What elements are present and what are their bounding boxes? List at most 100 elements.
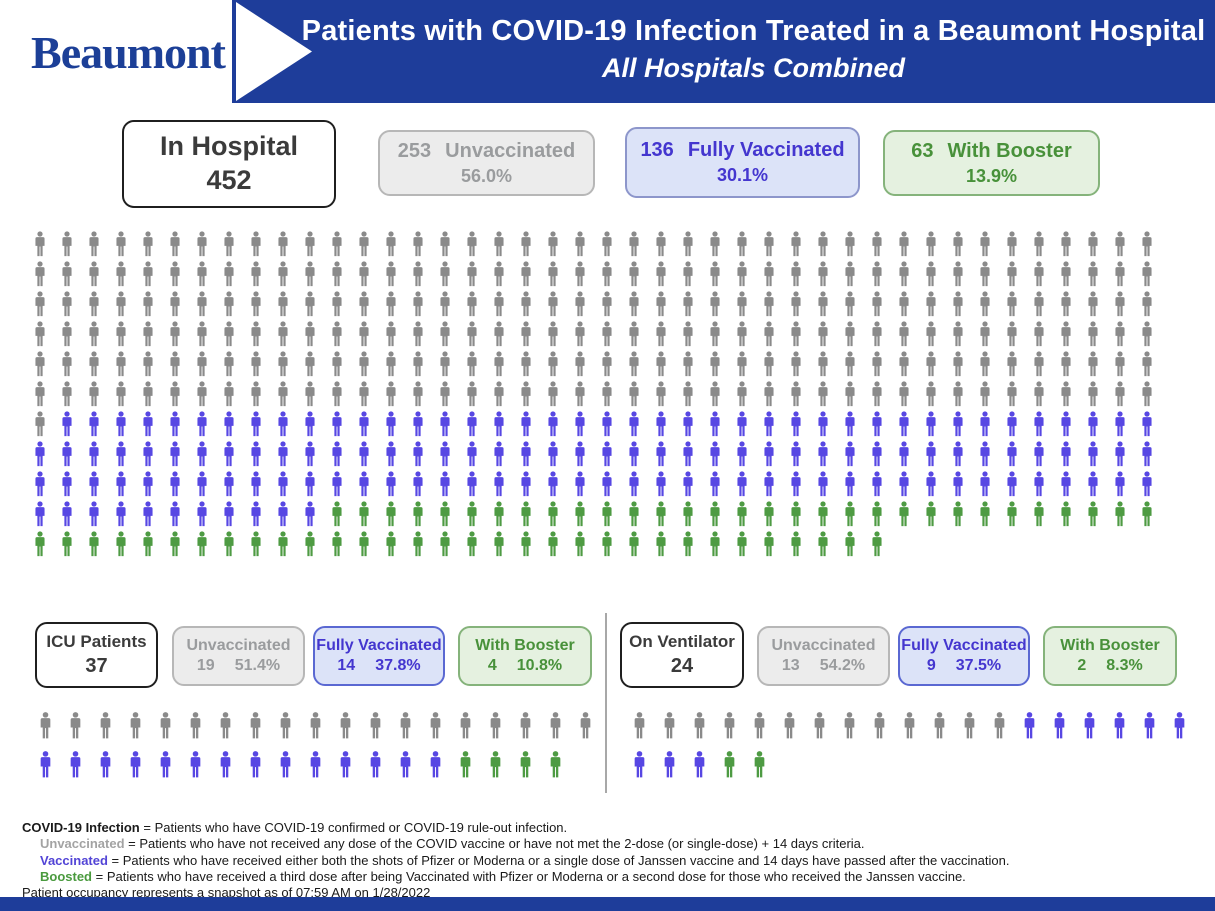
person-icon	[735, 381, 762, 411]
person-icon	[338, 751, 368, 790]
person-icon	[627, 381, 654, 411]
ventilator-with-booster-pct: 8.3%	[1106, 657, 1143, 674]
person-icon	[438, 441, 465, 471]
person-icon	[681, 291, 708, 321]
person-icon	[1005, 291, 1032, 321]
footnote-term: Boosted	[40, 868, 92, 884]
person-icon	[735, 441, 762, 471]
person-icon	[548, 751, 578, 790]
person-icon	[924, 351, 951, 381]
person-icon	[1086, 441, 1113, 471]
person-icon	[141, 531, 168, 561]
person-icon	[843, 291, 870, 321]
person-icon	[492, 441, 519, 471]
person-icon	[60, 501, 87, 531]
person-icon	[546, 411, 573, 441]
person-icon	[1140, 321, 1167, 351]
ventilator-fully-vaccinated-box: Fully Vaccinated 9 37.5%	[898, 626, 1030, 686]
person-icon	[816, 351, 843, 381]
person-icon	[1005, 411, 1032, 441]
person-icon	[573, 441, 600, 471]
person-icon	[87, 231, 114, 261]
person-icon	[870, 471, 897, 501]
fully-vaccinated-count: 136	[640, 139, 674, 161]
person-icon	[870, 291, 897, 321]
person-icon	[438, 381, 465, 411]
person-icon	[1113, 471, 1140, 501]
icu-with-booster-box: With Booster 4 10.8%	[458, 626, 592, 686]
person-icon	[654, 441, 681, 471]
person-icon	[114, 441, 141, 471]
person-icon	[978, 291, 1005, 321]
person-icon	[924, 501, 951, 531]
person-icon	[1086, 321, 1113, 351]
person-icon	[87, 501, 114, 531]
person-icon	[762, 531, 789, 561]
person-icon	[1032, 231, 1059, 261]
footnote-unvaccinated: Unvaccinated = Patients who have not rec…	[22, 836, 1205, 852]
person-icon	[654, 231, 681, 261]
person-icon	[573, 501, 600, 531]
person-icon	[600, 501, 627, 531]
person-icon	[812, 712, 842, 751]
person-icon	[330, 231, 357, 261]
person-icon	[519, 471, 546, 501]
person-icon	[1113, 261, 1140, 291]
person-icon	[546, 351, 573, 381]
person-icon	[654, 351, 681, 381]
person-icon	[411, 321, 438, 351]
person-icon	[872, 712, 902, 751]
person-icon	[573, 531, 600, 561]
person-icon	[87, 261, 114, 291]
person-icon	[518, 712, 548, 751]
beaumont-logo: Beaumont	[31, 27, 226, 78]
person-icon	[168, 261, 195, 291]
person-icon	[518, 751, 548, 790]
person-icon	[276, 321, 303, 351]
person-icon	[357, 351, 384, 381]
person-icon	[573, 261, 600, 291]
icu-with-booster-label: With Booster	[475, 637, 575, 654]
person-icon	[1052, 712, 1082, 751]
person-icon	[368, 712, 398, 751]
ventilator-with-booster-box: With Booster 2 8.3%	[1043, 626, 1177, 686]
person-icon	[924, 381, 951, 411]
person-icon	[249, 411, 276, 441]
person-icon	[627, 291, 654, 321]
person-icon	[789, 231, 816, 261]
ventilator-unvaccinated-pct: 54.2%	[819, 657, 866, 674]
ventilator-fully-vaccinated-label: Fully Vaccinated	[901, 637, 1027, 654]
person-icon	[60, 351, 87, 381]
person-icon	[735, 501, 762, 531]
person-icon	[951, 291, 978, 321]
page-title: Patients with COVID-19 Infection Treated…	[301, 15, 1206, 47]
person-icon	[33, 381, 60, 411]
person-icon	[303, 501, 330, 531]
person-icon	[627, 351, 654, 381]
person-icon	[168, 531, 195, 561]
person-icon	[546, 291, 573, 321]
person-icon	[276, 261, 303, 291]
person-icon	[222, 411, 249, 441]
person-icon	[249, 321, 276, 351]
person-icon	[735, 261, 762, 291]
footnote-text: = Patients who have COVID-19 confirmed o…	[139, 820, 568, 835]
person-icon	[600, 291, 627, 321]
person-icon	[218, 712, 248, 751]
person-icon	[357, 231, 384, 261]
person-icon	[897, 291, 924, 321]
person-icon	[546, 531, 573, 561]
person-icon	[114, 261, 141, 291]
person-icon	[338, 712, 368, 751]
person-icon	[708, 321, 735, 351]
person-icon	[249, 351, 276, 381]
person-icon	[398, 712, 428, 751]
person-icon	[330, 531, 357, 561]
person-icon	[870, 411, 897, 441]
person-icon	[465, 411, 492, 441]
person-icon	[278, 751, 308, 790]
person-icon	[627, 411, 654, 441]
person-icon	[411, 291, 438, 321]
person-icon	[87, 471, 114, 501]
person-icon	[114, 291, 141, 321]
